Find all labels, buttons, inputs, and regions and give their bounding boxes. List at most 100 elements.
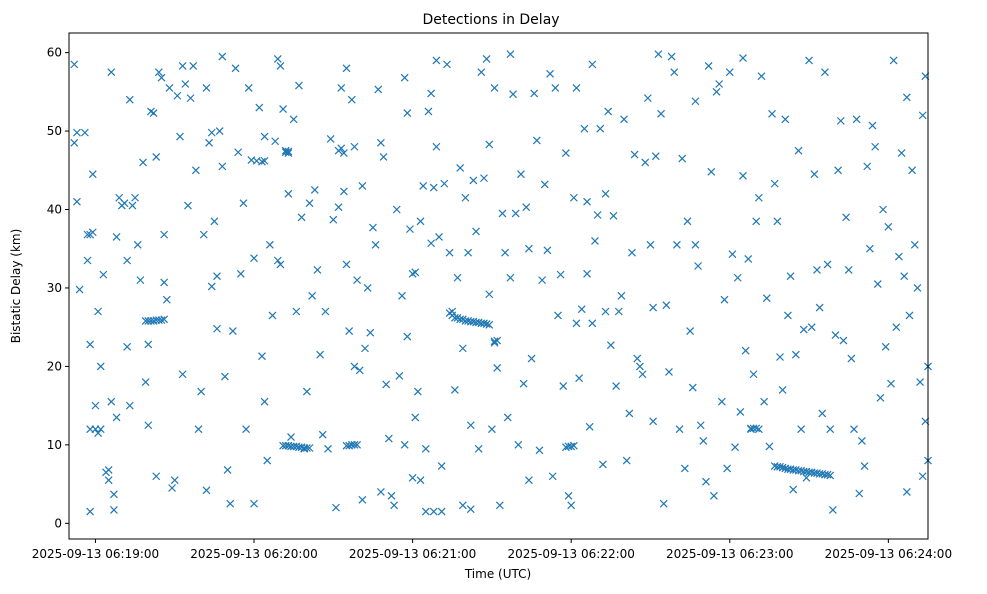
detection-point	[659, 499, 668, 508]
detection-point	[461, 193, 470, 202]
detection-point	[458, 501, 467, 510]
detection-point	[86, 340, 95, 349]
detection-point	[757, 72, 766, 81]
detection-point	[281, 148, 290, 157]
detection-point	[250, 254, 258, 263]
detection-point	[316, 350, 325, 359]
x-axis-label: Time (UTC)	[464, 567, 531, 581]
detection-point	[905, 311, 914, 320]
detection-point	[284, 149, 293, 157]
detection-point	[112, 413, 121, 422]
detection-point	[123, 256, 132, 265]
detection-point	[287, 433, 295, 441]
detection-point	[897, 149, 906, 157]
y-tick-label: 10	[47, 438, 62, 452]
detection-point	[260, 397, 269, 406]
detection-point	[551, 83, 560, 92]
detection-point	[813, 265, 821, 274]
detection-point	[218, 52, 227, 61]
detection-point	[776, 462, 784, 471]
detection-point	[477, 68, 486, 77]
detection-point	[456, 315, 465, 324]
detection-point	[334, 203, 343, 212]
detection-point	[178, 370, 187, 379]
detection-point	[242, 425, 251, 434]
detection-point	[493, 336, 502, 345]
detection-point	[437, 507, 446, 516]
detection-point	[662, 301, 671, 310]
detection-point	[308, 291, 317, 300]
detection-point	[797, 425, 806, 434]
detection-point	[857, 437, 866, 445]
detection-point	[839, 336, 848, 345]
detection-point	[392, 205, 401, 214]
detection-point	[501, 248, 510, 257]
detection-point	[104, 476, 113, 485]
detection-point	[160, 315, 169, 324]
detection-point	[612, 382, 621, 390]
detection-point	[588, 60, 597, 69]
detection-point	[601, 307, 610, 316]
detection-point	[318, 430, 327, 439]
detection-point	[337, 83, 346, 92]
detection-point	[379, 153, 388, 161]
detection-point	[260, 132, 269, 141]
detection-point	[908, 166, 917, 175]
detection-point	[739, 171, 747, 180]
detection-point	[715, 80, 724, 88]
detection-point	[184, 201, 192, 210]
detection-point	[472, 227, 480, 236]
detection-point	[271, 137, 280, 146]
detection-point	[744, 255, 753, 263]
detection-point	[728, 250, 737, 259]
detection-point	[649, 303, 658, 312]
detection-point	[70, 60, 79, 69]
detection-point	[913, 284, 922, 292]
detection-point	[125, 401, 134, 410]
detection-point	[347, 95, 356, 104]
detection-point	[213, 324, 221, 333]
detection-point	[588, 319, 597, 328]
detection-point	[657, 109, 665, 118]
detection-point	[916, 378, 924, 387]
y-tick-label: 20	[47, 359, 62, 373]
detection-point	[670, 68, 679, 77]
detection-point	[649, 417, 658, 426]
detection-point	[120, 199, 129, 208]
y-tick-label: 50	[47, 124, 62, 138]
detection-point	[419, 182, 428, 190]
detection-point	[720, 295, 729, 304]
detection-point	[762, 294, 771, 303]
detection-point	[799, 325, 808, 334]
detection-point	[614, 307, 623, 316]
detection-point	[815, 303, 824, 312]
y-axis: 0 10 20 30 40 50 60	[47, 46, 69, 530]
detection-point	[543, 246, 552, 255]
detection-point	[157, 73, 166, 82]
detection-point	[699, 437, 708, 445]
detection-point	[709, 491, 718, 500]
detection-point	[255, 103, 264, 112]
detection-point	[411, 413, 420, 422]
detection-point	[75, 285, 84, 294]
detection-point	[207, 128, 216, 137]
detection-point	[881, 342, 890, 351]
detection-point	[836, 116, 845, 125]
detection-point	[406, 225, 414, 234]
detection-point	[178, 62, 187, 70]
detection-point	[107, 68, 116, 77]
detection-point	[139, 158, 147, 167]
detection-point	[707, 167, 716, 176]
detection-point	[654, 50, 663, 59]
detection-point	[94, 429, 102, 438]
detection-point	[350, 440, 359, 449]
detection-point	[173, 91, 182, 100]
detection-point	[741, 346, 750, 355]
detection-point	[450, 313, 459, 322]
detection-point	[339, 187, 348, 196]
detection-point	[345, 327, 354, 336]
detection-point	[876, 393, 885, 402]
detection-point	[889, 56, 898, 65]
detection-point	[408, 473, 417, 482]
